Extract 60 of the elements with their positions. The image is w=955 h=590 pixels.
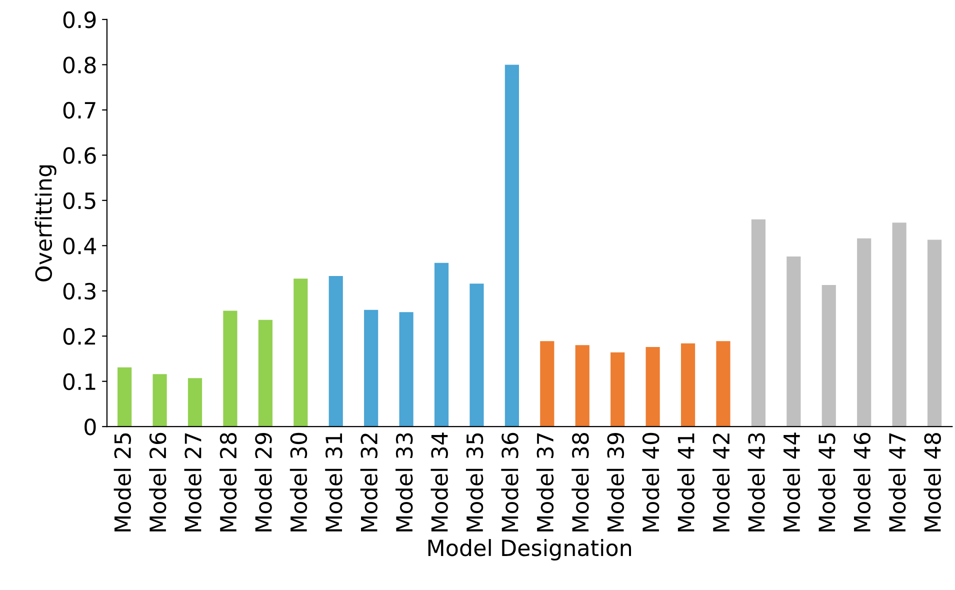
x-tick-label: Model 40	[642, 432, 660, 532]
y-tick-label: 0	[84, 418, 96, 436]
x-tick-label: Model 27	[184, 433, 202, 532]
bar	[294, 278, 308, 427]
bar	[540, 341, 554, 427]
bar	[680, 343, 696, 427]
x-tick-label: Model 28	[219, 432, 237, 532]
x-tick-label: Model 36	[501, 432, 518, 532]
x-tick-label: Model 37	[536, 433, 554, 532]
x-tick-label: Model 34	[430, 432, 448, 532]
y-tick-label: 0.1	[63, 373, 96, 390]
x-tick-label: Model 30	[290, 432, 308, 532]
x-tick-label: Model 43	[748, 433, 765, 532]
x-tick-label: Model 42	[712, 434, 730, 532]
bar	[786, 256, 801, 427]
x-axis-title: Model Designation	[428, 539, 632, 561]
bar	[152, 374, 167, 427]
bar	[258, 320, 272, 427]
y-tick-label: 0.7	[63, 102, 96, 119]
bar	[223, 310, 238, 427]
x-tick-label: Model 32	[360, 434, 378, 532]
x-tick-label: Model 38	[572, 432, 589, 532]
bar	[470, 284, 484, 427]
y-tick-label: 0.2	[63, 328, 96, 345]
bar	[751, 219, 766, 427]
bar	[575, 345, 590, 427]
bar	[646, 346, 660, 427]
y-tick-label: 0.4	[63, 238, 96, 254]
bar	[927, 240, 942, 427]
y-tick-label: 0.9	[63, 11, 96, 28]
bar	[434, 262, 449, 427]
x-tick-label: Model 26	[149, 432, 166, 532]
x-tick-label: Model 44	[782, 432, 800, 532]
bar	[118, 367, 132, 427]
x-tick-label: Model 31	[325, 433, 342, 532]
bar	[857, 238, 872, 427]
y-tick-label: 0.3	[63, 282, 96, 300]
bar	[328, 276, 343, 427]
bar	[399, 312, 414, 427]
bar	[822, 284, 836, 427]
y-tick-label: 0.6	[63, 147, 96, 164]
x-tick-label: Model 29	[254, 433, 272, 532]
bar	[610, 352, 625, 427]
bar	[892, 222, 906, 427]
x-tick-label: Model 33	[396, 433, 413, 532]
x-tick-label: Model 47	[888, 433, 906, 532]
bar	[504, 64, 519, 427]
x-tick-label: Model 46	[853, 432, 871, 532]
y-tick-label: 0.8	[63, 56, 96, 74]
y-tick-label: 0.5	[63, 192, 96, 210]
x-tick-label: Model 39	[606, 433, 624, 532]
x-tick-label: Model 35	[466, 433, 484, 532]
bar	[364, 310, 378, 427]
bar	[716, 341, 730, 427]
y-axis-title: Overfitting	[34, 165, 56, 282]
x-tick-label: Model 48	[924, 432, 941, 532]
x-tick-label: Model 45	[818, 433, 836, 532]
x-tick-label: Model 25	[114, 433, 132, 532]
x-tick-label: Model 41	[677, 433, 694, 532]
bar	[188, 378, 202, 427]
